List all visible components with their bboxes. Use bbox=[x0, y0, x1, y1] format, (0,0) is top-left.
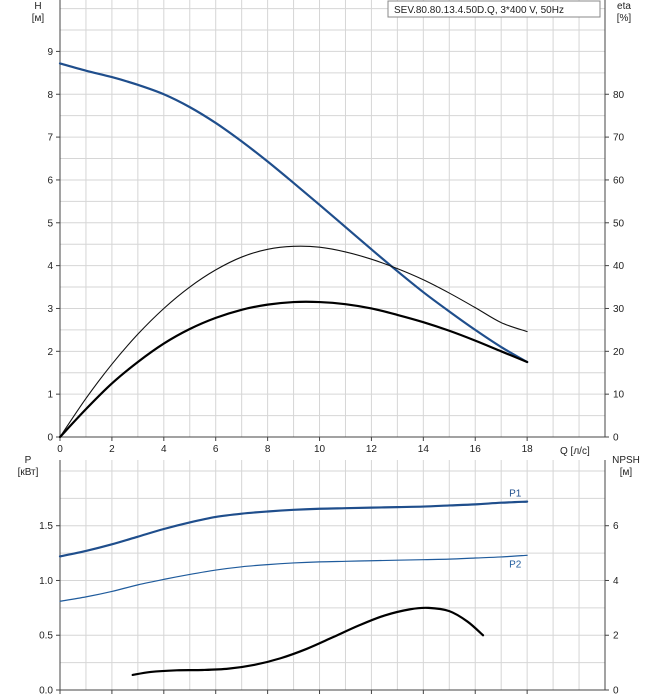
right-tick-label: 2 bbox=[613, 631, 619, 642]
eta-axis-unit: [%] bbox=[617, 13, 632, 24]
left-tick-label: 1 bbox=[47, 390, 53, 401]
right-tick-label: 60 bbox=[613, 175, 625, 186]
npsh-axis-title: NPSH bbox=[612, 455, 640, 466]
series-p2-line bbox=[59, 554, 528, 602]
left-tick-label: 7 bbox=[47, 133, 53, 144]
bottom-series: P1 P2 bbox=[58, 489, 529, 677]
series-h-line bbox=[58, 62, 529, 364]
left-tick-label: 2 bbox=[47, 347, 53, 358]
left-tick-label: 3 bbox=[47, 304, 53, 315]
right-tick-label: 40 bbox=[613, 261, 625, 272]
series-eta-total-line bbox=[59, 245, 528, 438]
left-tick-label: 5 bbox=[47, 218, 53, 229]
right-tick-label: 0 bbox=[613, 433, 619, 444]
x-tick-label: 2 bbox=[109, 444, 115, 455]
x-tick-label: 6 bbox=[213, 444, 219, 455]
series-npsh-line bbox=[131, 606, 485, 677]
top-grid bbox=[59, 0, 606, 438]
x-tick-label: 4 bbox=[161, 444, 167, 455]
x-tick-label: 16 bbox=[470, 444, 482, 455]
bottom-axes: 0.0 0.5 1.0 1.5 0 2 4 6 bbox=[39, 460, 619, 697]
x-tick-label: 12 bbox=[366, 444, 378, 455]
right-tick-label: 30 bbox=[613, 304, 625, 315]
left-tick-label: 4 bbox=[47, 261, 53, 272]
x-tick-label: 10 bbox=[314, 444, 326, 455]
x-tick-label: 14 bbox=[418, 444, 430, 455]
series-p1-line bbox=[58, 500, 529, 558]
left-tick-label: 1.5 bbox=[39, 521, 53, 532]
right-tick-label: 20 bbox=[613, 347, 625, 358]
right-tick-label: 0 bbox=[613, 686, 619, 697]
left-tick-label: 0.0 bbox=[39, 686, 53, 697]
left-tick-label: 8 bbox=[47, 90, 53, 101]
bottom-grid bbox=[59, 460, 606, 691]
left-tick-label: 0.5 bbox=[39, 631, 53, 642]
right-tick-label: 10 bbox=[613, 390, 625, 401]
left-tick-label: 0 bbox=[47, 433, 53, 444]
power-npsh-panel: 0.0 0.5 1.0 1.5 0 2 4 6 P1 P2 P [кВт] NPSH [м] bbox=[18, 455, 640, 697]
x-tick-label: 0 bbox=[57, 444, 63, 455]
eta-axis-title: eta bbox=[617, 1, 631, 12]
left-tick-label: 9 bbox=[47, 47, 53, 58]
x-tick-label: 8 bbox=[265, 444, 271, 455]
top-series bbox=[58, 62, 529, 439]
legend-box: SEV.80.80.13.4.50D.Q, 3*400 V, 50Hz bbox=[387, 0, 601, 18]
p-axis-title: P bbox=[25, 455, 32, 466]
series-eta-hydr-line bbox=[58, 300, 529, 439]
h-axis-unit: [м] bbox=[32, 13, 45, 24]
right-tick-label: 70 bbox=[613, 133, 625, 144]
legend-box-text: SEV.80.80.13.4.50D.Q, 3*400 V, 50Hz bbox=[394, 5, 564, 16]
npsh-axis-unit: [м] bbox=[620, 467, 633, 478]
series-label-p1: P1 bbox=[509, 489, 522, 500]
left-tick-label: 6 bbox=[47, 175, 53, 186]
left-tick-label: 1.0 bbox=[39, 576, 53, 587]
h-axis-title: H bbox=[34, 1, 41, 12]
x-tick-label: 18 bbox=[522, 444, 534, 455]
right-tick-label: 6 bbox=[613, 521, 619, 532]
right-tick-label: 4 bbox=[613, 576, 619, 587]
right-tick-label: 80 bbox=[613, 90, 625, 101]
series-label-p2: P2 bbox=[509, 559, 522, 570]
p-axis-unit: [кВт] bbox=[18, 467, 39, 478]
right-tick-label: 50 bbox=[613, 218, 625, 229]
q-axis-label: Q [л/с] bbox=[560, 446, 590, 457]
